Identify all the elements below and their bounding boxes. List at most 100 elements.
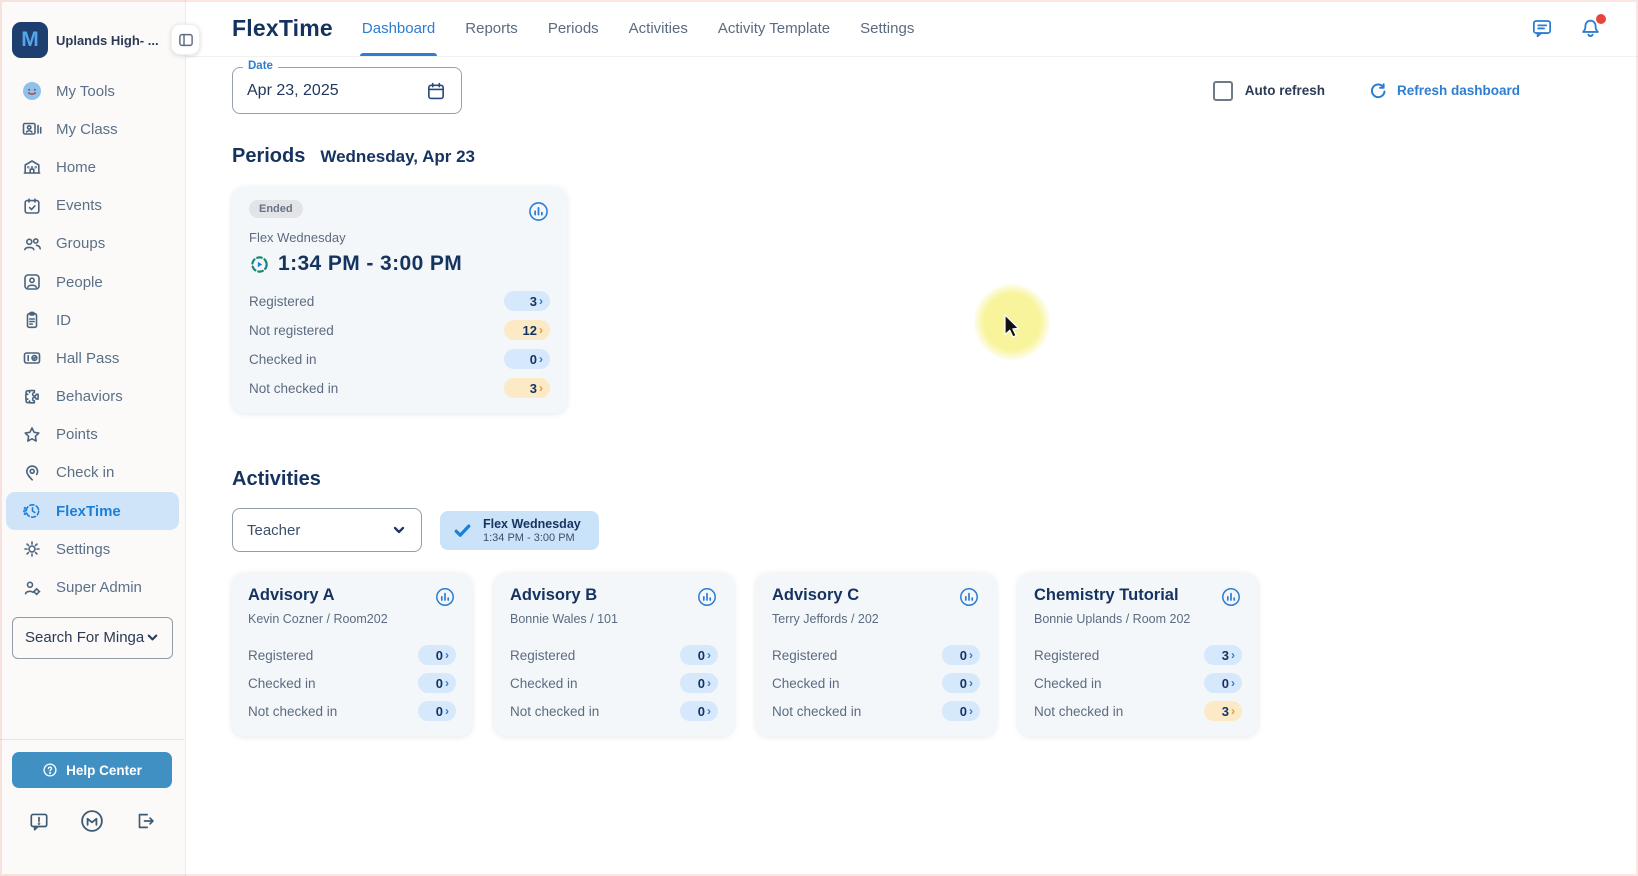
activity-card[interactable]: Advisory A Kevin Cozner / Room202 Regist… [232, 573, 472, 736]
sidebar-icon-row [12, 808, 172, 834]
activity-card[interactable]: Chemistry Tutorial Bonnie Uplands / Room… [1018, 573, 1258, 736]
tab-settings[interactable]: Settings [860, 19, 915, 37]
messages-button[interactable] [1531, 17, 1553, 39]
stat-count-pill[interactable]: 0 › [504, 349, 550, 369]
stat-count-pill[interactable]: 0 › [680, 645, 718, 665]
stat-label: Checked in [510, 675, 578, 691]
insights-chart-icon[interactable] [1220, 586, 1242, 608]
tab-dashboard[interactable]: Dashboard [359, 0, 438, 56]
help-center-button[interactable]: Help Center [12, 752, 172, 788]
activity-card[interactable]: Advisory B Bonnie Wales / 101 Registered… [494, 573, 734, 736]
stat-count-pill[interactable]: 0 › [942, 701, 980, 721]
tab-reports[interactable]: Reports [465, 19, 518, 37]
role-filter-value: Teacher [247, 521, 301, 539]
minga-logo[interactable]: M [12, 22, 48, 58]
refresh-dashboard-button[interactable]: Refresh dashboard [1367, 81, 1520, 101]
stat-count-pill[interactable]: 3 › [1204, 701, 1242, 721]
stat-label: Registered [1034, 647, 1100, 663]
activity-stats: Registered 0 › Checked in 0 › Not checked … [772, 645, 980, 721]
minga-circle-icon [79, 808, 105, 834]
stat-count-pill[interactable]: 0 › [418, 701, 456, 721]
stat-count-pill[interactable]: 3 › [1204, 645, 1242, 665]
sidebar-item-id[interactable]: ID [6, 301, 179, 339]
sidebar-item-groups[interactable]: Groups [6, 225, 179, 263]
stat-label: Not checked in [248, 703, 338, 719]
stat-row: Not checked in 0 › [772, 701, 980, 721]
activity-cards-row: Advisory A Kevin Cozner / Room202 Regist… [232, 573, 1520, 736]
stat-label: Registered [510, 647, 576, 663]
sidebar-item-my-class[interactable]: My Class [6, 110, 179, 148]
tab-periods[interactable]: Periods [547, 19, 599, 37]
activity-card-top: Chemistry Tutorial [1034, 586, 1242, 608]
calendar-icon[interactable] [425, 80, 447, 102]
stat-count-pill[interactable]: 0 › [418, 645, 456, 665]
periods-date-heading: Wednesday, Apr 23 [320, 147, 475, 166]
sidebar-item-label: My Class [56, 120, 118, 138]
stat-count-pill[interactable]: 0 › [680, 701, 718, 721]
sidebar-item-events[interactable]: Events [6, 187, 179, 225]
sidebar-item-label: Settings [56, 540, 111, 558]
activity-subtitle: Kevin Cozner / Room202 [248, 612, 388, 626]
stat-label: Checked in [772, 675, 840, 691]
collapse-sidebar-button[interactable] [171, 24, 200, 55]
stat-row: Checked in 0 › [248, 673, 456, 693]
stat-count-pill[interactable]: 0 › [418, 673, 456, 693]
notifications-button[interactable] [1579, 13, 1606, 40]
search-minga-select[interactable]: Search For Minga [12, 616, 173, 659]
sidebar-item-people[interactable]: People [6, 263, 179, 301]
period-card[interactable]: Ended Flex Wednesday 1:34 PM - 3:00 PM R… [232, 187, 567, 413]
sidebar-item-flextime[interactable]: FlexTime [6, 492, 179, 531]
stat-row: Not registered 12 › [249, 320, 550, 340]
chevron-down-icon [145, 630, 160, 645]
role-filter-select[interactable]: Teacher [232, 508, 422, 552]
notification-dot [1596, 13, 1606, 24]
sidebar-item-my-tools[interactable]: My Tools [6, 72, 179, 110]
sidebar-item-points[interactable]: Points [6, 416, 179, 454]
activity-card-top: Advisory C [772, 586, 980, 608]
stat-count-pill[interactable]: 12 › [504, 320, 550, 340]
people-icon [21, 272, 43, 292]
activity-title: Chemistry Tutorial [1034, 586, 1179, 604]
sidebar-item-check-in[interactable]: Check in [6, 454, 179, 492]
sidebar-item-settings[interactable]: Settings [6, 530, 179, 568]
date-input[interactable]: Date Apr 23, 2025 [232, 60, 462, 114]
tab-activities[interactable]: Activities [628, 19, 688, 37]
top-icon-group [1531, 13, 1606, 40]
insights-chart-icon[interactable] [958, 586, 980, 608]
stat-row: Registered 0 › [248, 645, 456, 665]
stat-count-pill[interactable]: 0 › [1204, 673, 1242, 693]
insights-chart-icon[interactable] [434, 586, 456, 608]
flextime-clock-icon [249, 254, 270, 275]
logout-button[interactable] [134, 810, 156, 832]
activity-card[interactable]: Advisory C Terry Jeffords / 202 Register… [756, 573, 996, 736]
auto-refresh-checkbox[interactable] [1212, 80, 1233, 101]
sidebar-item-hall-pass[interactable]: Hall Pass [6, 339, 179, 377]
insights-chart-icon[interactable] [527, 200, 550, 223]
insights-chart-icon[interactable] [696, 586, 718, 608]
sidebar-item-super-admin[interactable]: Super Admin [6, 568, 179, 606]
auto-refresh-toggle[interactable]: Auto refresh [1212, 80, 1325, 101]
sidebar: M Uplands High- ... My Tools My Class [0, 0, 200, 876]
stat-count-pill[interactable]: 0 › [942, 645, 980, 665]
stat-count-pill[interactable]: 0 › [942, 673, 980, 693]
selected-period-chip[interactable]: Flex Wednesday 1:34 PM - 3:00 PM [440, 510, 599, 550]
sidebar-item-label: Check in [56, 464, 115, 482]
status-badge: Ended [249, 200, 303, 218]
sidebar-item-label: Groups [56, 235, 106, 253]
stat-count-pill[interactable]: 3 › [504, 291, 550, 311]
tab-activity-template[interactable]: Activity Template [717, 19, 831, 37]
sidebar-item-home[interactable]: Home [6, 148, 179, 186]
feedback-button[interactable] [28, 810, 50, 832]
help-center-label: Help Center [66, 762, 142, 778]
activity-stats: Registered 0 › Checked in 0 › Not checked … [248, 645, 456, 721]
sidebar-item-behaviors[interactable]: Behaviors [6, 378, 179, 416]
sidebar-item-label: Points [56, 426, 98, 444]
stat-label: Registered [772, 647, 838, 663]
stat-count-pill[interactable]: 0 › [680, 673, 718, 693]
activities-controls: Teacher Flex Wednesday 1:34 PM - 3:00 PM [232, 508, 1520, 552]
minga-home-button[interactable] [79, 808, 105, 834]
stat-count-pill[interactable]: 3 › [504, 378, 550, 398]
org-name[interactable]: Uplands High- ... [56, 32, 159, 48]
stat-row: Checked in 0 › [510, 673, 718, 693]
auto-refresh-label: Auto refresh [1244, 83, 1325, 98]
